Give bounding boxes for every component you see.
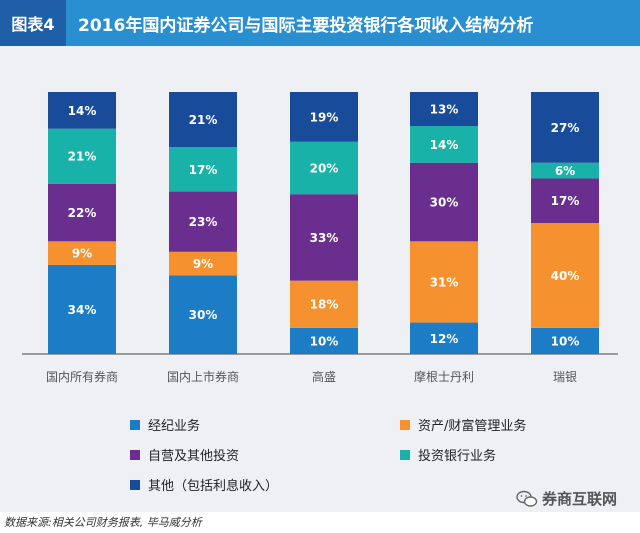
legend-label: 其他（包括利息收入） <box>148 479 279 494</box>
legend-item-asset-mgmt: 资产/财富管理业务 <box>400 415 526 434</box>
data-label: 40% <box>551 269 580 283</box>
bar-segment-proprietary <box>531 178 599 223</box>
bar-segment-other <box>410 92 478 127</box>
bar-segment-other <box>169 92 237 148</box>
data-label: 20% <box>310 161 339 175</box>
data-label: 19% <box>310 110 339 124</box>
bar-segment-ib <box>410 126 478 163</box>
legend-label: 自营及其他投资 <box>148 449 240 464</box>
source-note: 数据来源:相关公司财务报表, 毕马威分析 <box>4 516 202 529</box>
data-label: 10% <box>310 334 339 348</box>
legend-label: 资产/财富管理业务 <box>418 419 527 434</box>
data-label: 18% <box>310 298 339 312</box>
data-label: 21% <box>189 113 218 127</box>
figure-label: 图表4 <box>0 0 66 46</box>
data-label: 10% <box>551 334 580 348</box>
legend-item-brokerage: 经纪业务 <box>130 415 200 434</box>
bar-segment-proprietary <box>48 183 116 242</box>
data-label: 30% <box>189 308 218 322</box>
x-tick-label: 摩根士丹利 <box>414 369 474 384</box>
x-tick-label: 国内上市券商 <box>167 369 239 384</box>
data-label: 23% <box>189 215 218 229</box>
data-label: 6% <box>555 164 575 178</box>
data-label: 9% <box>193 257 213 271</box>
bar-segment-other <box>48 92 116 129</box>
bar-segment-other <box>290 92 358 142</box>
bar-segment-brokerage <box>410 322 478 354</box>
data-label: 13% <box>430 103 459 117</box>
bar-segment-ib <box>48 128 116 184</box>
data-label: 34% <box>68 303 97 317</box>
legend-swatch <box>130 449 140 460</box>
data-label: 14% <box>430 138 459 152</box>
chart-legend: 经纪业务 资产/财富管理业务 自营及其他投资 投资银行业务 其他（包括利息收入） <box>0 400 640 500</box>
bar-segment-proprietary <box>169 191 237 252</box>
legend-swatch <box>130 419 140 430</box>
chart-title: 2016年国内证券公司与国际主要投资银行各项收入结构分析 <box>66 0 640 46</box>
x-tick-label: 高盛 <box>312 369 336 384</box>
bar-segment-brokerage <box>290 327 358 354</box>
bar-segment-brokerage <box>169 275 237 354</box>
data-label: 30% <box>430 196 459 210</box>
bar-segment-proprietary <box>290 194 358 281</box>
data-label: 9% <box>72 247 92 261</box>
bar-segment-asset_mgmt <box>531 223 599 328</box>
legend-label: 投资银行业务 <box>418 449 497 464</box>
x-tick-label: 瑞银 <box>553 370 577 384</box>
bar-segment-asset_mgmt <box>410 241 478 323</box>
legend-item-other: 其他（包括利息收入） <box>130 475 278 494</box>
bar-segment-brokerage <box>531 327 599 354</box>
bar-segment-proprietary <box>410 162 478 242</box>
data-label: 21% <box>68 150 97 164</box>
wechat-icon <box>516 490 538 507</box>
figure-header: 图表4 2016年国内证券公司与国际主要投资银行各项收入结构分析 <box>0 0 640 46</box>
legend-swatch <box>400 449 410 460</box>
watermark: 券商互联网 <box>516 488 617 509</box>
data-label: 22% <box>68 206 97 220</box>
bar-segment-asset_mgmt <box>48 241 116 265</box>
data-label: 31% <box>430 275 459 289</box>
watermark-text: 券商互联网 <box>542 490 618 508</box>
data-label: 33% <box>310 231 339 245</box>
legend-item-proprietary: 自营及其他投资 <box>130 445 239 464</box>
data-label: 17% <box>189 163 218 177</box>
bar-segment-asset_mgmt <box>169 251 237 276</box>
data-label: 27% <box>551 121 580 135</box>
stacked-bar-chart: 34% 9% 22% 21% 14% 国内所有券商 30% 9% 23% 17% 21% 国内上市券商… <box>22 92 618 384</box>
legend-item-ib: 投资银行业务 <box>400 445 496 464</box>
bar-segment-brokerage <box>48 264 116 354</box>
x-tick-label: 国内所有券商 <box>46 369 118 384</box>
legend-swatch <box>130 479 140 490</box>
bar-segment-ib <box>169 147 237 192</box>
bar-segment-other <box>531 92 599 163</box>
bar-segment-ib <box>531 162 599 179</box>
data-label: 12% <box>430 332 459 346</box>
data-label: 14% <box>68 104 97 118</box>
data-label: 17% <box>551 194 580 208</box>
legend-swatch <box>400 419 410 430</box>
bar-segment-ib <box>290 141 358 195</box>
bar-segment-asset_mgmt <box>290 280 358 328</box>
legend-label: 经纪业务 <box>148 419 201 434</box>
